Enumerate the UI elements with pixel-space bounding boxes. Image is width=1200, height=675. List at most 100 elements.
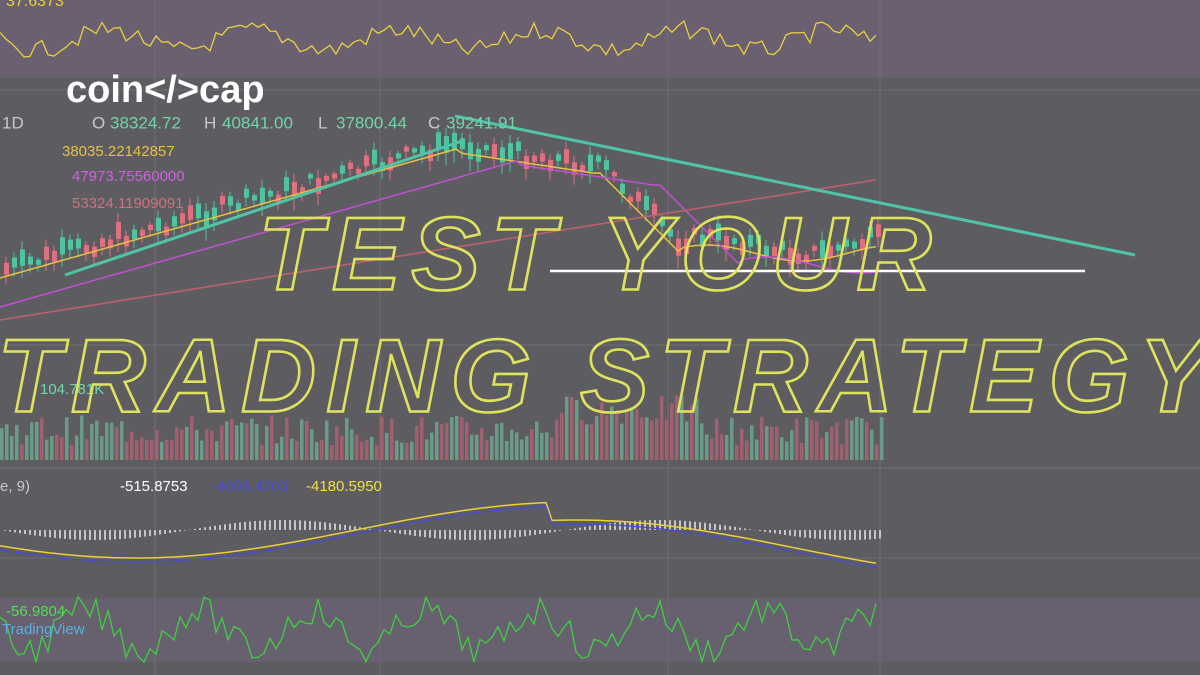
macd-value: -4696.4703: [212, 478, 288, 495]
volume-bar: [75, 435, 79, 460]
ma-value: 47973.75560000: [72, 168, 185, 185]
candle: [332, 173, 337, 179]
volume-bar: [615, 410, 619, 460]
volume-bar: [175, 427, 179, 460]
candle: [836, 244, 841, 251]
candle: [500, 147, 505, 163]
volume-bar: [605, 415, 609, 460]
volume-bar: [660, 396, 664, 460]
candle: [364, 155, 369, 167]
candle: [252, 195, 257, 201]
volume-bar: [235, 425, 239, 460]
volume-bar: [780, 437, 784, 460]
volume-bar: [415, 425, 419, 460]
candle: [516, 141, 521, 151]
candle: [820, 240, 825, 258]
candle: [12, 257, 17, 268]
volume-bar: [475, 434, 479, 460]
volume-bar: [55, 434, 59, 460]
volume-bar: [460, 417, 464, 460]
volume-bar: [740, 428, 744, 460]
candle: [348, 162, 353, 169]
volume-bar: [700, 423, 704, 460]
close-value: 39241.91: [446, 113, 517, 132]
volume-bar: [655, 418, 659, 460]
candle: [116, 222, 121, 239]
candle: [860, 239, 865, 250]
close-label: C: [428, 113, 440, 132]
volume-bar: [670, 403, 674, 460]
volume-bar: [360, 441, 364, 460]
volume-bar: [405, 442, 409, 460]
volume-bar: [40, 418, 44, 460]
volume-bar: [290, 438, 294, 460]
volume-bar: [245, 423, 249, 460]
candle: [852, 241, 857, 249]
candle: [316, 178, 321, 194]
headline: TRADING STRATEGY: [0, 318, 1200, 434]
candle: [196, 203, 201, 219]
volume-bar: [5, 424, 9, 460]
volume-bar: [315, 442, 319, 460]
volume-bar: [90, 423, 94, 460]
candle: [532, 155, 537, 162]
candle: [588, 154, 593, 172]
candle: [284, 177, 289, 192]
candle: [188, 205, 193, 220]
volume-bar: [375, 444, 379, 460]
ma-value: 38035.22142857: [62, 143, 175, 160]
candle: [180, 213, 185, 224]
candle: [748, 234, 753, 247]
candle: [108, 239, 113, 249]
candle: [780, 240, 785, 251]
candle: [124, 235, 129, 247]
candle: [276, 194, 281, 203]
volume-bar: [495, 423, 499, 460]
candle: [52, 250, 57, 262]
chart-decoration: [0, 20, 884, 664]
volume-bar: [385, 432, 389, 460]
volume-bar: [285, 417, 289, 460]
volume-bar: [155, 430, 159, 460]
candle: [716, 223, 721, 241]
candle: [228, 196, 233, 206]
volume-bar: [305, 420, 309, 460]
macd-label: e, 9): [0, 478, 30, 495]
volume-bar: [115, 427, 119, 460]
candle: [324, 175, 329, 181]
volume-bar: [765, 426, 769, 460]
volume-bar: [750, 425, 754, 460]
volume-bar: [45, 439, 49, 460]
volume-bar: [395, 440, 399, 460]
volume-bar: [790, 430, 794, 460]
volume-bar: [545, 432, 549, 460]
candle: [636, 191, 641, 202]
volume-bar: [580, 419, 584, 460]
volume-bar: [295, 440, 299, 460]
candle: [300, 187, 305, 194]
candle: [668, 229, 673, 237]
volume-bar: [665, 419, 669, 460]
volume-bar: [85, 438, 89, 460]
volume-bar: [170, 440, 174, 460]
candle: [660, 218, 665, 227]
candle: [412, 148, 417, 153]
candle: [724, 235, 729, 250]
volume-bar: [620, 423, 624, 460]
volume-bar: [105, 422, 109, 460]
candle: [620, 183, 625, 195]
volume-bar: [520, 439, 524, 460]
candle: [36, 259, 41, 265]
candle: [84, 245, 89, 253]
candle: [868, 226, 873, 238]
candle: [844, 239, 849, 247]
volume-bar: [125, 441, 129, 460]
volume-bar: [610, 406, 614, 460]
candle: [492, 144, 497, 158]
candle: [244, 188, 249, 198]
volume-bar: [690, 404, 694, 460]
candle: [828, 246, 833, 258]
volume-bar: [275, 443, 279, 460]
volume-bar: [705, 434, 709, 460]
